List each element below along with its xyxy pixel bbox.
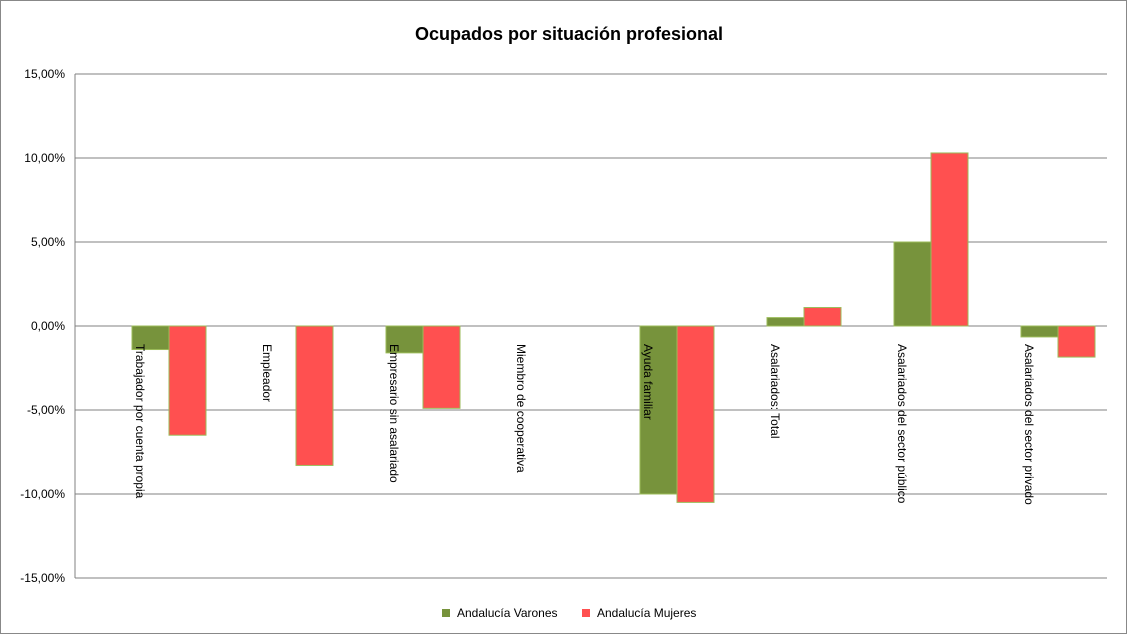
legend-swatch <box>582 609 590 617</box>
y-tick-label: -5,00% <box>27 403 65 417</box>
bar <box>422 325 461 409</box>
x-tick-label: Asalariados del sector privado <box>1022 344 1036 505</box>
y-tick-label: 0,00% <box>31 319 65 333</box>
x-tick-label: Empresario sin asalariado <box>387 344 401 483</box>
chart-title: Ocupados por situación profesional <box>415 24 723 44</box>
bar <box>385 325 424 354</box>
bar <box>676 325 715 503</box>
bar <box>295 325 334 466</box>
x-tick-label: Asalariados del sector público <box>895 344 909 504</box>
y-tick-label: 10,00% <box>24 151 65 165</box>
x-tick-label: Asalariados: Total <box>768 344 782 439</box>
legend-swatch <box>442 609 450 617</box>
bar <box>1057 325 1096 358</box>
x-tick-label: Empleador <box>260 344 274 402</box>
bar <box>1020 325 1059 338</box>
y-tick-label: 15,00% <box>24 67 65 81</box>
bar <box>168 325 207 436</box>
bar <box>803 307 842 327</box>
x-tick-label: Ayuda familiar <box>641 344 655 420</box>
legend-label: Andalucía Varones <box>457 606 558 620</box>
y-tick-label: -10,00% <box>20 487 65 501</box>
bar <box>930 152 969 327</box>
y-tick-label: 5,00% <box>31 235 65 249</box>
legend-label: Andalucía Mujeres <box>597 606 696 620</box>
x-tick-label: Trabajador por cuenta propia <box>133 344 147 499</box>
y-tick-label: -15,00% <box>20 571 65 585</box>
x-tick-label: Miembro de cooperativa <box>514 344 528 473</box>
bar <box>766 317 805 327</box>
bar <box>893 241 932 327</box>
